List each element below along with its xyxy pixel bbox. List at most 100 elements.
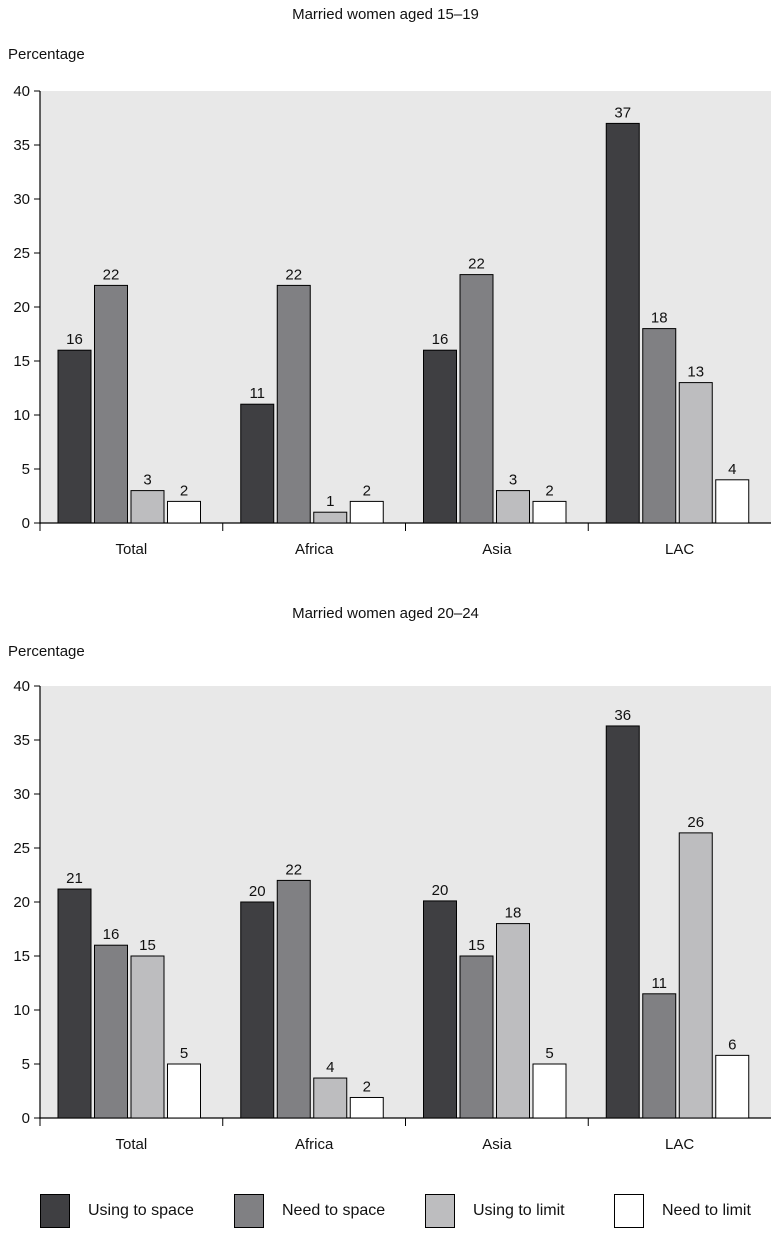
data-label-using-to-limit-asia: 18 (505, 905, 522, 922)
data-label-need-to-limit-asia: 2 (545, 482, 553, 499)
bar-using-to-limit-asia (496, 490, 530, 524)
data-label-need-to-limit-africa: 2 (363, 1078, 371, 1095)
data-label-need-to-space-africa: 22 (285, 861, 302, 878)
data-label-using-to-space-lac: 37 (614, 104, 631, 121)
bar-using-to-space-africa (240, 403, 275, 524)
bar-using-to-space-total (57, 888, 92, 1119)
chart-1-title: Married women aged 15–19 (292, 6, 479, 23)
y-tick-label: 40 (13, 83, 30, 100)
y-tick-label: 0 (22, 515, 30, 532)
bar-need-to-space-asia (459, 955, 494, 1119)
bar-need-to-limit-africa (349, 500, 384, 524)
bar-using-to-space-lac (605, 122, 640, 524)
data-label-using-to-limit-lac: 13 (687, 364, 704, 381)
data-label-need-to-space-lac: 18 (651, 310, 668, 327)
y-tick-label: 5 (22, 1056, 30, 1073)
y-tick-label: 20 (13, 299, 30, 316)
bar-need-to-space-asia (459, 274, 494, 524)
bar-need-to-limit-lac (715, 1054, 750, 1119)
data-label-using-to-limit-africa: 1 (326, 493, 334, 510)
data-label-using-to-space-total: 16 (66, 331, 83, 348)
chart-2-plot: 0510152025303540Total2116155Africa202242… (13, 678, 771, 1153)
bar-using-to-limit-africa (313, 1077, 348, 1119)
bar-need-to-limit-total (167, 1063, 201, 1119)
bar-using-to-limit-total (130, 490, 165, 524)
data-label-need-to-limit-asia: 5 (545, 1045, 553, 1062)
bar-need-to-limit-total (167, 500, 201, 524)
data-label-need-to-limit-lac: 6 (728, 1036, 736, 1053)
legend-item-need-to-space: Need to space (234, 1193, 385, 1229)
bar-using-to-limit-lac (678, 382, 713, 524)
bar-need-to-space-lac (642, 328, 677, 524)
y-tick-label: 20 (13, 894, 30, 911)
chart-1-y-axis-label: Percentage (8, 46, 85, 63)
legend-swatch-using-to-limit (425, 1194, 455, 1228)
chart-1-plot: 0 5 10 15 20 25 30 35 40 Total 16 22 3 2 Africa 11 22 1 2 A… (13, 83, 771, 558)
y-tick-label: 25 (13, 245, 30, 262)
y-tick-label: 15 (13, 948, 30, 965)
data-label-using-to-limit-asia: 3 (509, 472, 517, 489)
legend-item-using-to-limit: Using to limit (425, 1193, 565, 1229)
data-label-need-to-space-lac: 11 (651, 975, 667, 992)
y-tick-label: 10 (13, 1002, 30, 1019)
y-tick-label: 10 (13, 407, 30, 424)
x-category-label-asia: Asia (482, 1136, 512, 1153)
legend-item-using-to-space: Using to space (40, 1193, 194, 1229)
data-label-need-to-limit-lac: 4 (728, 461, 736, 478)
legend-label-using-to-limit: Using to limit (473, 1202, 565, 1219)
data-label-need-to-space-asia: 22 (468, 256, 485, 273)
legend-swatch-need-to-space (234, 1194, 264, 1228)
data-label-using-to-space-lac: 36 (614, 707, 631, 724)
y-tick-label: 30 (13, 786, 30, 803)
x-category-label-africa: Africa (295, 541, 334, 558)
x-category-label-lac: LAC (665, 1136, 694, 1153)
data-label-need-to-space-asia: 15 (468, 937, 485, 954)
bar-using-to-limit-total (130, 955, 165, 1119)
legend-swatch-need-to-limit (614, 1194, 644, 1228)
bar-using-to-space-total (57, 349, 92, 524)
x-category-label-total: Total (116, 541, 148, 558)
chart-2-title: Married women aged 20–24 (292, 605, 479, 622)
x-category-label-asia: Asia (482, 541, 512, 558)
data-label-need-to-limit-total: 2 (180, 482, 188, 499)
x-category-label-lac: LAC (665, 541, 694, 558)
y-tick-label: 25 (13, 840, 30, 857)
data-label-need-to-limit-total: 5 (180, 1045, 188, 1062)
bar-need-to-limit-africa (349, 1096, 384, 1119)
chart-2-y-axis-label: Percentage (8, 643, 85, 660)
y-tick-label: 5 (22, 461, 30, 478)
x-category-label-total: Total (116, 1136, 148, 1153)
legend-label-need-to-space: Need to space (282, 1202, 386, 1219)
legend-label-using-to-space: Using to space (88, 1202, 194, 1219)
data-label-need-to-space-africa: 22 (285, 266, 302, 283)
y-tick-label: 30 (13, 191, 30, 208)
bar-need-to-space-total (94, 284, 128, 524)
data-label-need-to-space-total: 22 (103, 266, 120, 283)
bar-using-to-space-asia (423, 900, 457, 1119)
data-label-using-to-limit-lac: 26 (687, 814, 704, 831)
legend: Using to space Need to space Using to li… (0, 1193, 771, 1249)
data-label-using-to-space-asia: 16 (432, 331, 449, 348)
data-label-using-to-space-africa: 20 (249, 883, 266, 900)
bar-using-to-limit-lac (678, 832, 713, 1119)
bar-need-to-space-total (94, 944, 128, 1119)
bar-need-to-space-africa (276, 879, 311, 1119)
bar-need-to-limit-lac (715, 479, 750, 524)
data-label-using-to-limit-total: 3 (143, 472, 151, 489)
bar-using-to-space-lac (605, 725, 640, 1119)
legend-item-need-to-limit: Need to limit (614, 1193, 751, 1229)
bar-need-to-space-africa (276, 284, 311, 524)
y-tick-label: 15 (13, 353, 30, 370)
y-tick-label: 0 (22, 1110, 30, 1127)
legend-label-need-to-limit: Need to limit (662, 1202, 751, 1219)
data-label-using-to-space-total: 21 (66, 870, 83, 887)
y-tick-label: 35 (13, 732, 30, 749)
data-label-using-to-space-africa: 11 (249, 385, 265, 402)
data-label-need-to-limit-africa: 2 (363, 482, 371, 499)
y-tick-label: 40 (13, 678, 30, 695)
data-label-using-to-limit-total: 15 (139, 937, 156, 954)
data-label-using-to-space-asia: 20 (432, 882, 449, 899)
bar-need-to-limit-asia (532, 1063, 567, 1119)
bar-using-to-limit-asia (496, 923, 530, 1119)
data-label-using-to-limit-africa: 4 (326, 1059, 334, 1076)
